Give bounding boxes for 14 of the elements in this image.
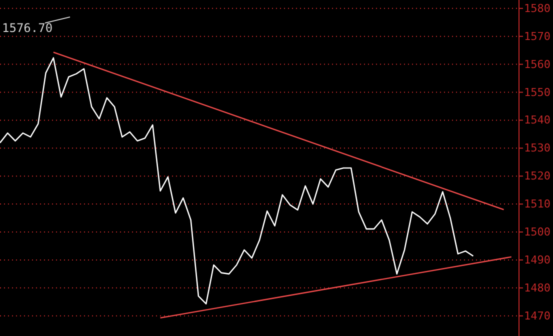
y-tick-label: 1500 (524, 226, 550, 239)
annotation: 1576.70 (2, 21, 53, 35)
y-tick-label: 1550 (524, 86, 550, 99)
y-tick-label: 1580 (524, 2, 550, 15)
y-tick-label: 1480 (524, 281, 550, 294)
y-tick-label: 1470 (524, 309, 550, 322)
y-tick-label: 1540 (524, 114, 550, 127)
y-tick-label: 1570 (524, 30, 550, 43)
y-tick-label: 1490 (524, 253, 550, 266)
y-tick-label: 1560 (524, 58, 550, 71)
y-tick-label: 1530 (524, 142, 550, 155)
line-series (0, 57, 474, 305)
y-tick-label: 1510 (524, 198, 550, 211)
y-tick-label: 1520 (524, 170, 550, 183)
